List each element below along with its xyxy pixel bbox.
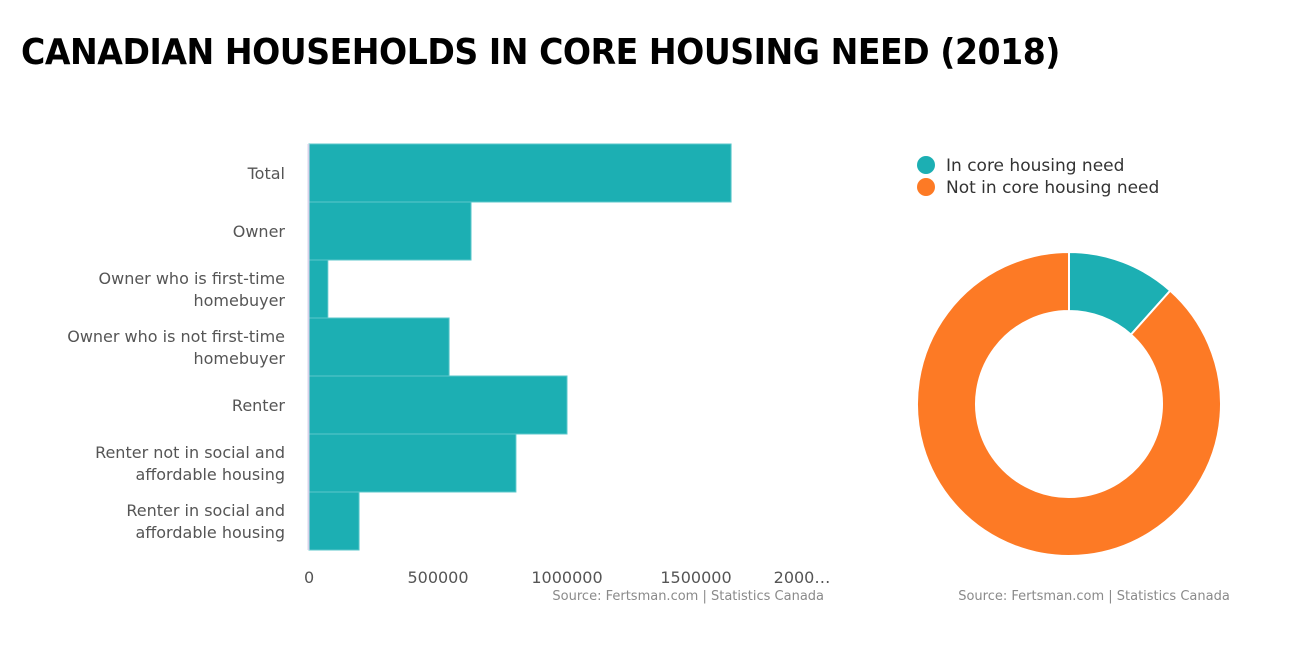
bar-4[interactable] (308, 375, 568, 435)
x-tick-label: 500000 (407, 568, 468, 587)
bar-chart-source: Source: Fertsman.com | Statistics Canada (552, 589, 824, 604)
x-tick-label: 2000… (774, 568, 831, 587)
donut-slice-1[interactable] (916, 250, 1222, 557)
category-label: Owner who is first-time (99, 269, 285, 288)
legend-label: Not in core housing need (946, 178, 1159, 198)
donut-slices (916, 250, 1222, 557)
category-label: affordable housing (135, 465, 285, 484)
x-tick-label: 1500000 (660, 568, 731, 587)
bar-0[interactable] (308, 143, 732, 203)
legend-marker-icon (917, 156, 935, 174)
legend-item[interactable]: Not in core housing need (917, 178, 1159, 198)
bar-chart: Total Owner Owner who is first-time homebuy… (67, 143, 830, 604)
category-label: Renter (232, 396, 286, 415)
x-tick-label: 1000000 (531, 568, 602, 587)
legend-marker-icon (917, 178, 935, 196)
x-axis-ticks: 0 500000 1000000 1500000 2000… (304, 568, 830, 587)
bar-2[interactable] (308, 259, 329, 319)
legend-item[interactable]: In core housing need (917, 156, 1124, 176)
category-label: homebuyer (193, 291, 285, 310)
donut-chart-source: Source: Fertsman.com | Statistics Canada (958, 589, 1230, 604)
category-label: Renter not in social and (95, 443, 285, 462)
bar-5[interactable] (308, 433, 517, 493)
category-label: affordable housing (135, 523, 285, 542)
bar-6[interactable] (308, 491, 360, 551)
x-tick-label: 0 (304, 568, 314, 587)
bars (308, 143, 732, 551)
category-labels: Total Owner Owner who is first-time homebuy… (67, 164, 285, 542)
page-title: CANADIAN HOUSEHOLDS IN CORE HOUSING NEED… (21, 32, 1060, 73)
bar-1[interactable] (308, 201, 472, 261)
bar-3[interactable] (308, 317, 450, 377)
legend-label: In core housing need (946, 156, 1124, 176)
category-label: homebuyer (193, 349, 285, 368)
category-label: Renter in social and (126, 501, 285, 520)
category-label: Owner (233, 222, 286, 241)
category-label: Owner who is not first-time (67, 327, 285, 346)
category-label: Total (247, 164, 285, 183)
